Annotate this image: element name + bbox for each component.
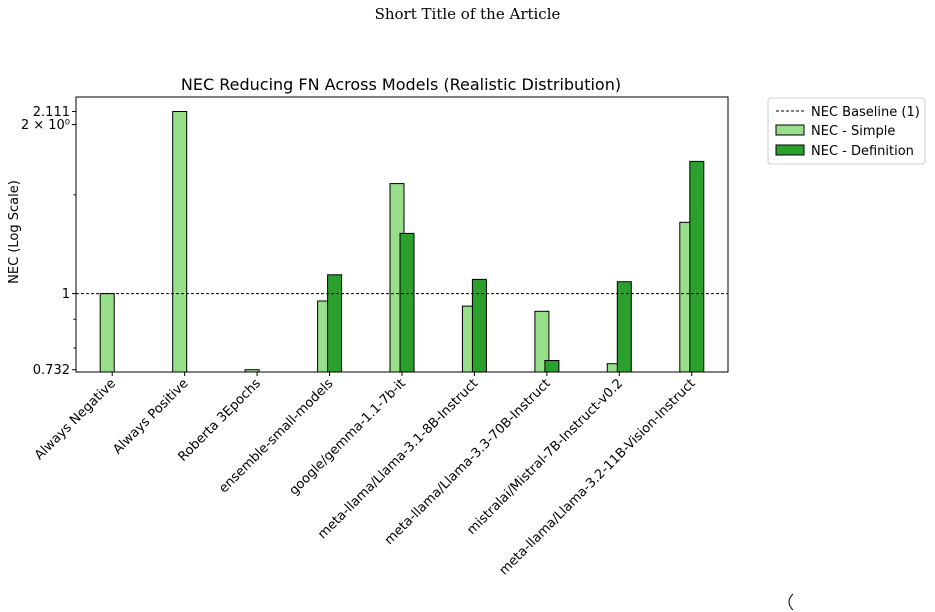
legend-label-definition: NEC - Definition (811, 144, 914, 159)
legend-label-simple: NEC - Simple (811, 124, 895, 139)
x-tick-label-0: Always Negative (32, 376, 119, 463)
legend: NEC Baseline (1) NEC - Simple NEC - Defi… (767, 97, 926, 165)
page-running-title: Short Title of the Article (374, 5, 561, 23)
bar-definition-8 (689, 160, 705, 373)
bar-simple-0 (99, 293, 115, 373)
bar-definition-5 (471, 278, 487, 373)
bars-layer (99, 111, 705, 373)
x-tick-label-7: mistralai/Mistral-7B-Instruct-v0.2 (464, 376, 626, 538)
x-tick-label-5: meta-llama/Llama-3.1-8B-Instruct (315, 376, 481, 542)
bar-definition-7 (616, 281, 632, 373)
legend-swatch-definition (775, 144, 805, 156)
y-tick-label-0: 0.732 (33, 363, 70, 378)
chart-title: NEC Reducing FN Across Models (Realistic… (181, 75, 621, 94)
bar-simple-1 (172, 111, 188, 373)
y-tick-label-3: 2.111 (33, 105, 70, 120)
bar-definition-4 (399, 232, 415, 373)
y-tick-label-2: 2 × 10⁰ (21, 118, 70, 133)
bar-definition-6 (544, 360, 560, 373)
bar-definition-3 (327, 274, 343, 373)
legend-label-baseline: NEC Baseline (1) (811, 105, 920, 120)
footer-bracket-mark (788, 593, 794, 611)
legend-frame (767, 97, 926, 165)
x-tick-label-4: google/gemma-1.1-7b-it (287, 376, 409, 498)
y-tick-label-1: 1 (62, 287, 70, 302)
x-tick-label-1: Always Positive (110, 376, 191, 457)
x-tick-label-6: meta-llama/Llama-3.3-70B-Instruct (382, 376, 554, 548)
y-axis-label: NEC (Log Scale) (7, 180, 22, 284)
legend-swatch-simple (775, 124, 805, 136)
